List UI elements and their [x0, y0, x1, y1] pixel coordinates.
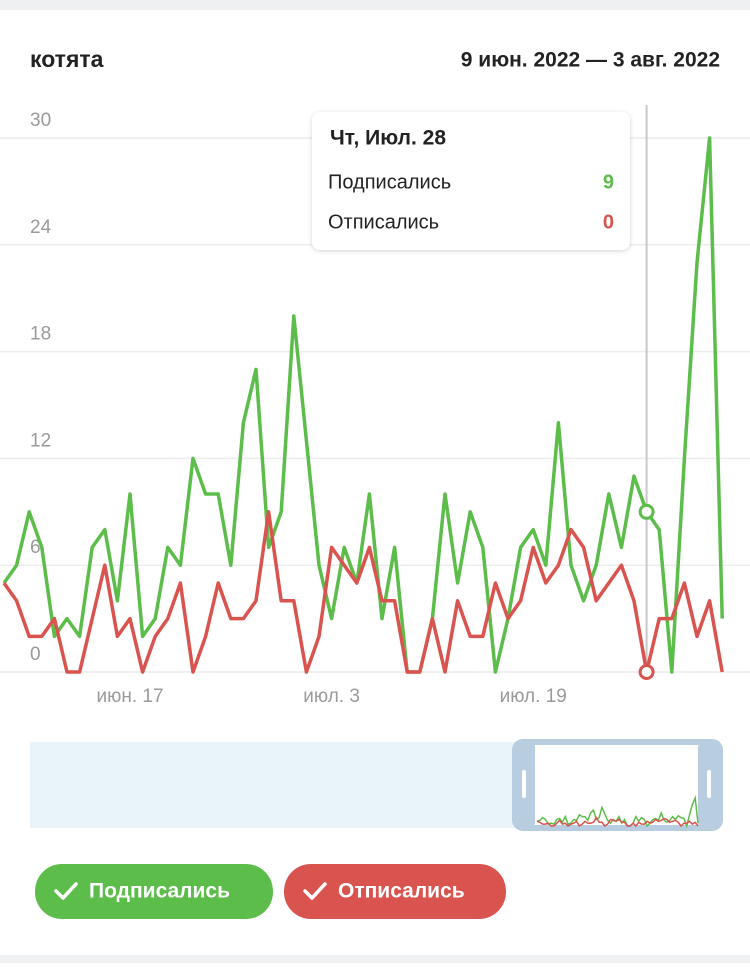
x-tick-label: июн. 17: [96, 686, 163, 707]
y-tick-label: 18: [30, 324, 51, 345]
toggle-button[interactable]: [284, 864, 506, 919]
check-icon: [54, 882, 78, 900]
series-line: [2, 510, 724, 674]
x-tick-label: июл. 3: [303, 686, 360, 707]
minimap[interactable]: [30, 739, 723, 831]
tooltip-title: Чт, Июл. 28: [330, 127, 446, 150]
date-range: 9 июн. 2022 — 3 авг. 2022: [461, 49, 720, 72]
minimap-line: [536, 816, 699, 828]
lines: [2, 105, 724, 680]
tooltip-value: 9: [603, 171, 614, 193]
toggle-label[interactable]: Отписались: [338, 880, 465, 903]
y-tick-label: 0: [30, 644, 41, 665]
y-tick-label: 12: [30, 430, 51, 451]
grip: [522, 770, 526, 798]
series-line: [2, 136, 724, 674]
chart-title: котята: [30, 46, 104, 72]
y-tick-label: 30: [30, 110, 51, 131]
y-tick-label: 6: [30, 537, 41, 558]
tooltip-series-name: Отписались: [328, 211, 439, 233]
top-strip: [0, 0, 750, 10]
check-icon: [303, 882, 327, 900]
x-tick-label: июл. 19: [500, 686, 567, 707]
toggle-button[interactable]: [35, 864, 273, 919]
tooltip-box: [312, 112, 630, 250]
hover-point: [638, 503, 655, 520]
toggle-label[interactable]: Подписались: [89, 880, 230, 903]
y-tick-label: 24: [30, 217, 52, 238]
hover-point: [638, 664, 655, 680]
bottom-strip: [0, 955, 750, 963]
tooltip-value: 0: [603, 211, 614, 233]
tooltip: [312, 112, 630, 250]
minimap-line: [536, 795, 699, 829]
tooltip-series-name: Подписались: [328, 171, 451, 193]
minimap-window: [535, 742, 700, 828]
grip: [707, 770, 711, 798]
